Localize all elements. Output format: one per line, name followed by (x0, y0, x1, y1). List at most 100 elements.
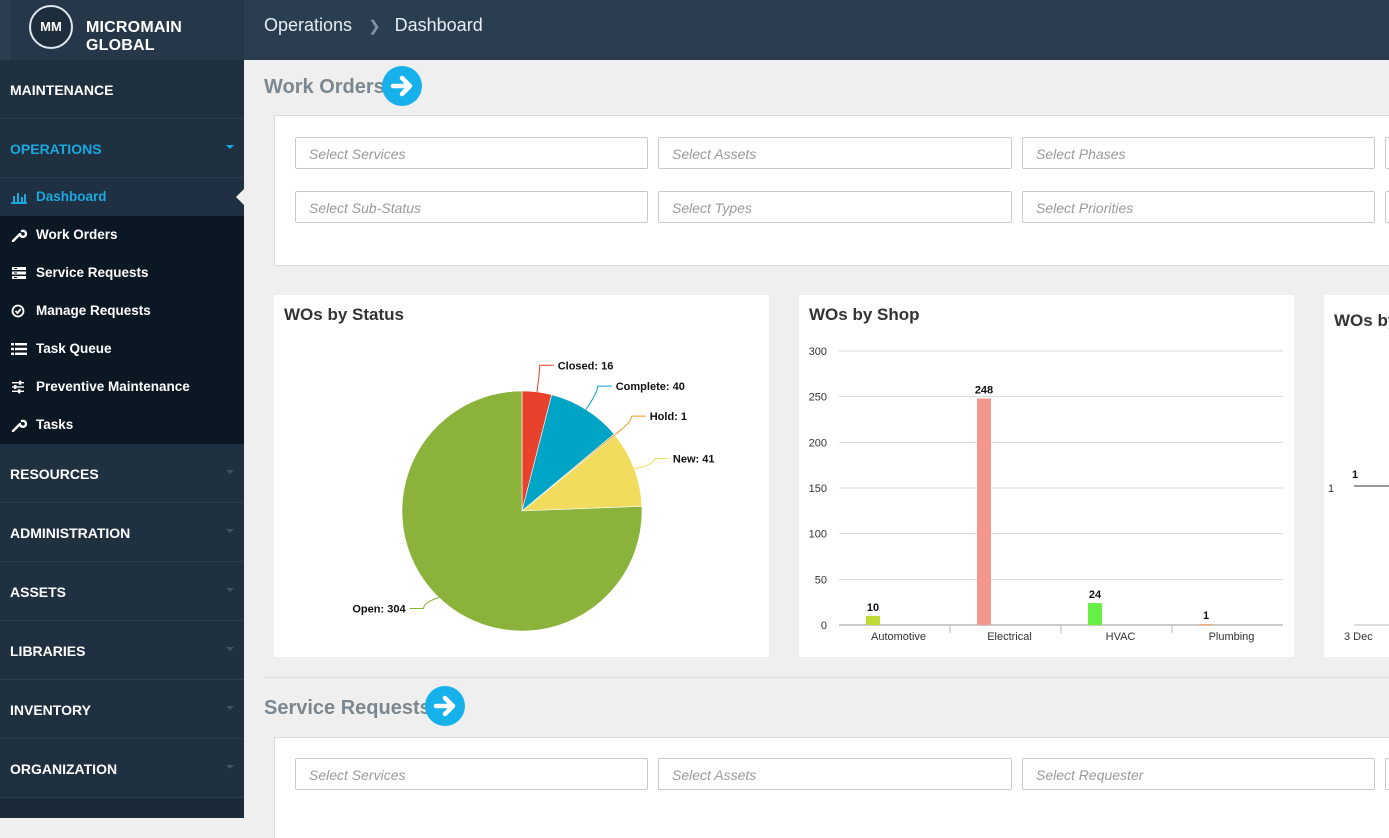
sidebar-section-administration[interactable]: ADMINISTRATION (0, 503, 244, 562)
wos-by-status-panel: WOs by Status Closed: 16 Complete: 40 Hold… (274, 295, 769, 657)
sidebar-item-label: Preventive Maintenance (36, 379, 190, 394)
sidebar-section-organization[interactable]: ORGANIZATION (0, 739, 244, 798)
date-line-chart: 1 1 3 Dec (1328, 469, 1389, 643)
y-tick-label: 50 (815, 574, 827, 586)
select-requester-dropdown[interactable]: Select Requester (1022, 758, 1375, 790)
sidebar-item-manage-requests[interactable]: Manage Requests (0, 292, 244, 330)
sidebar-item-label: Dashboard (36, 189, 107, 204)
x-tick-label: 3 Dec (1344, 631, 1373, 643)
cut-off-dropdown[interactable] (1385, 137, 1389, 169)
caret-down-icon (226, 470, 234, 474)
select-assets-dropdown[interactable]: Select Assets (658, 137, 1012, 169)
sidebar-section-label: RESOURCES (10, 466, 99, 482)
sidebar-section-label: ORGANIZATION (10, 761, 118, 777)
y-tick-label: 100 (809, 529, 827, 541)
sidebar-section-label: ADMINISTRATION (10, 525, 131, 541)
sidebar-section-maintenance[interactable]: MAINTENANCE (0, 60, 244, 119)
sidebar-item-work-orders[interactable]: Work Orders (0, 216, 244, 254)
x-tick-label: HVAC (1106, 631, 1136, 643)
pie-connector-open (409, 597, 439, 610)
sidebar-item-label: Task Queue (36, 341, 112, 356)
y-tick-label: 150 (809, 483, 827, 495)
sidebar-item-dashboard[interactable]: Dashboard (0, 178, 244, 216)
select-priorities-dropdown[interactable]: Select Priorities (1022, 191, 1375, 223)
y-tick-label: 1 (1328, 483, 1334, 495)
caret-down-icon (226, 706, 234, 710)
sidebar-section-assets[interactable]: ASSETS (0, 562, 244, 621)
pie-connector-complete (585, 385, 612, 410)
bar-hvac[interactable] (1088, 603, 1102, 625)
pie-label-hold: Hold: 1 (650, 411, 687, 423)
caret-down-icon (226, 588, 234, 592)
bar-value-label: 24 (1089, 589, 1102, 601)
check-circle-icon (11, 304, 25, 318)
bar-value-label: 248 (975, 384, 993, 396)
work-orders-title: Work Orders (264, 76, 385, 98)
sidebar-section-operations[interactable]: OPERATIONS (0, 119, 244, 178)
cut-off-dropdown[interactable] (1385, 191, 1389, 223)
pie-connector-hold (614, 415, 646, 436)
caret-down-icon (226, 765, 234, 769)
breadcrumb-dashboard: Dashboard (394, 15, 483, 35)
select-sub-status-dropdown[interactable]: Select Sub-Status (295, 191, 648, 223)
caret-down-icon (226, 647, 234, 651)
sidebar-section-label: OPERATIONS (10, 141, 102, 157)
sidebar-section-label: LIBRARIES (10, 643, 86, 659)
sidebar-item-label: Tasks (36, 417, 74, 432)
breadcrumb-operations[interactable]: Operations (264, 15, 353, 35)
pie-slice-open[interactable] (401, 390, 643, 632)
brand-area[interactable]: MM MICROMAIN GLOBAL (10, 0, 244, 60)
sidebar-section-libraries[interactable]: LIBRARIES (0, 621, 244, 680)
shop-bar-chart: 0 50 100 150 200 250 300 10 Automotive 248 Electri… (809, 346, 1283, 643)
sidebar: MAINTENANCE OPERATIONS Dashboard Work Or… (0, 60, 244, 818)
caret-down-icon (226, 145, 234, 149)
cut-off-dropdown[interactable] (1385, 758, 1389, 790)
pie-slice-new[interactable] (521, 435, 643, 512)
sidebar-section-resources[interactable]: RESOURCES (0, 444, 244, 503)
select-services-dropdown[interactable]: Select Services (295, 137, 648, 169)
company-logo: MM (29, 5, 73, 49)
sidebar-section-inventory[interactable]: INVENTORY (0, 680, 244, 739)
y-tick-label: 300 (809, 346, 827, 358)
panel-title: WOs by Status (284, 305, 404, 324)
panel-title: WOs by (1334, 311, 1389, 330)
brand-name: MICROMAIN GLOBAL (86, 19, 183, 54)
sidebar-item-task-queue[interactable]: Task Queue (0, 330, 244, 368)
list-icon (11, 343, 27, 355)
bar-automotive[interactable] (866, 615, 880, 625)
work-orders-go-button[interactable] (382, 66, 422, 106)
chevron-right-icon: ❯ (368, 18, 381, 35)
wrench-icon (11, 419, 27, 432)
sidebar-section-label: MAINTENANCE (10, 82, 114, 98)
pie-label-new: New: 41 (673, 454, 715, 466)
y-tick-label: 200 (809, 437, 827, 449)
service-requests-title: Service Requests (264, 697, 431, 719)
pie-connector-new (634, 458, 669, 470)
bar-plumbing[interactable] (1199, 624, 1213, 625)
sidebar-item-tasks[interactable]: Tasks (0, 406, 244, 444)
select-assets-dropdown[interactable]: Select Assets (658, 758, 1012, 790)
wos-by-shop-panel: WOs by Shop 0 50 100 150 200 250 300 10 Automoti… (799, 295, 1294, 657)
sidebar-item-preventive-maintenance[interactable]: Preventive Maintenance (0, 368, 244, 406)
x-tick-label: Plumbing (1209, 631, 1255, 643)
select-services-dropdown[interactable]: Select Services (295, 758, 648, 790)
bar-value-label: 1 (1203, 610, 1209, 622)
pie-label-open: Open: 304 (352, 604, 406, 616)
operations-submenu: Dashboard Work Orders Service Requests M… (0, 178, 244, 444)
panel-title: WOs by Shop (809, 305, 920, 324)
wrench-icon (11, 229, 27, 242)
select-phases-dropdown[interactable]: Select Phases (1022, 137, 1375, 169)
y-tick-label: 250 (809, 392, 827, 404)
service-requests-go-button[interactable] (425, 686, 465, 726)
section-divider (264, 677, 1389, 678)
sidebar-item-service-requests[interactable]: Service Requests (0, 254, 244, 292)
pie-slice-complete[interactable] (521, 394, 615, 512)
x-tick-label: Automotive (871, 631, 926, 643)
point-value-label: 1 (1352, 469, 1358, 481)
sidebar-section-label: ASSETS (10, 584, 67, 600)
select-types-dropdown[interactable]: Select Types (658, 191, 1012, 223)
bar-electrical[interactable] (977, 398, 991, 625)
sliders-icon (12, 380, 24, 394)
arrow-right-icon (433, 695, 456, 717)
